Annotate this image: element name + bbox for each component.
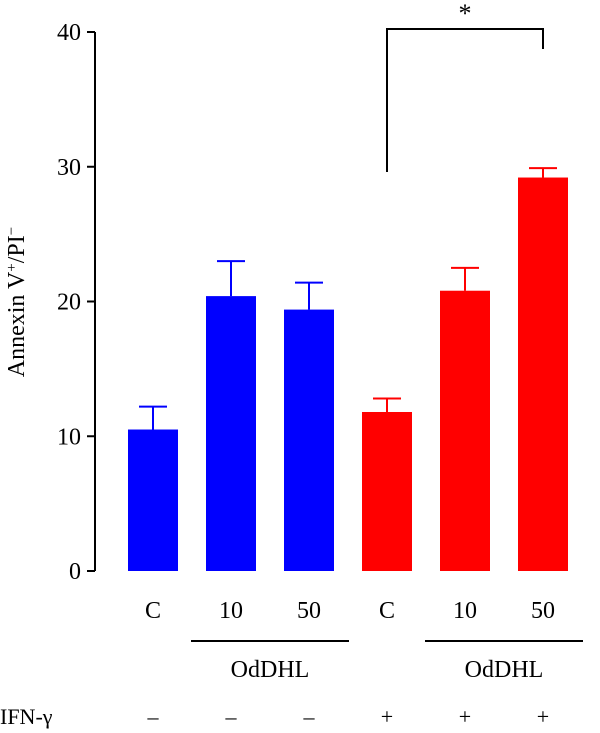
category-label: 10 [453, 598, 477, 624]
ifn-sign: + [537, 704, 549, 729]
y-axis-label: Annexin V+/PI− [4, 227, 30, 378]
y-tick-label: 10 [57, 424, 81, 450]
significance-bracket [386, 28, 544, 172]
bar [128, 429, 178, 571]
category-label: 50 [297, 598, 321, 624]
category-label: C [379, 598, 395, 624]
ifn-sign: – [225, 704, 238, 729]
ifn-label: IFN-γ [0, 704, 53, 729]
ifn-sign: + [459, 704, 471, 729]
y-tick-label: 30 [57, 155, 81, 181]
y-label-base: Annexin V [4, 271, 30, 377]
y-tick-label: 20 [57, 290, 81, 316]
y-tick-label: 40 [57, 20, 81, 46]
bar [518, 177, 568, 571]
category-label: 10 [219, 598, 243, 624]
category-label: C [145, 598, 161, 624]
ifn-sign: + [381, 704, 393, 729]
ifn-sign: – [147, 704, 160, 729]
y-label-sup2: − [4, 227, 20, 235]
labels: Annexin V+/PI−C–10–50–C+10+50+OdDHL OdDHL… [0, 0, 583, 729]
y-label-sup1: + [4, 263, 20, 271]
category-label: 50 [531, 598, 555, 624]
y-tick-label: 0 [69, 559, 81, 585]
bar [206, 296, 256, 571]
bar [440, 290, 490, 571]
axes: 0 10 20 30 40 [57, 20, 96, 585]
y-label-mid: /PI [4, 235, 30, 263]
bar [362, 411, 412, 571]
bar [284, 309, 334, 571]
group-label: OdDHL [231, 657, 310, 683]
group-label: OdDHL [465, 657, 544, 683]
error-bars [139, 167, 557, 430]
bars [128, 177, 568, 571]
ifn-sign: – [303, 704, 316, 729]
significance-marker: * [459, 0, 472, 28]
